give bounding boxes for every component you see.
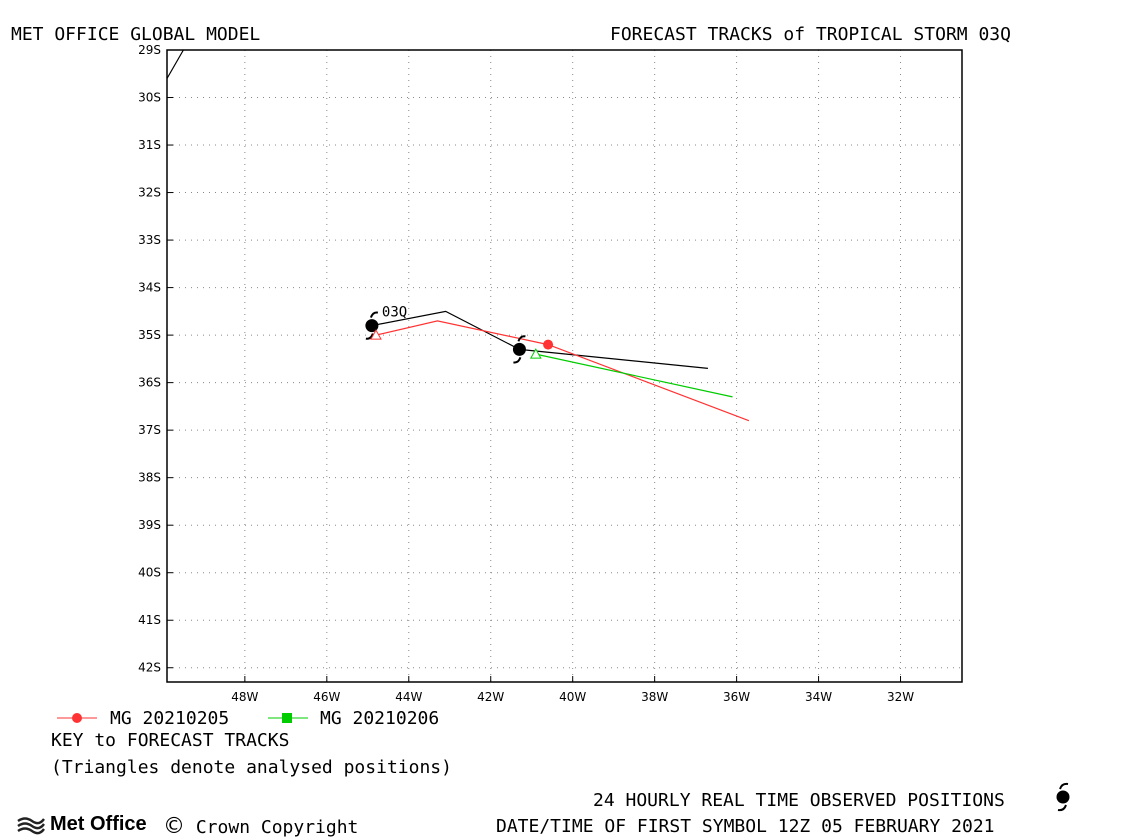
analysed-position-triangle bbox=[529, 348, 542, 359]
y-tick-label: 31S bbox=[138, 138, 161, 152]
header-left-title: MET OFFICE GLOBAL MODEL bbox=[11, 24, 261, 45]
plot-frame bbox=[166, 49, 963, 683]
track-line-observed bbox=[371, 310, 708, 369]
x-tick-label: 46W bbox=[313, 690, 340, 704]
storm-symbol-arm bbox=[513, 357, 522, 364]
legend-red-label: MG 20210205 bbox=[110, 708, 230, 729]
y-tick-label: 32S bbox=[138, 186, 161, 200]
x-tick-label: 44W bbox=[395, 690, 422, 704]
x-tick-label: 42W bbox=[477, 690, 504, 704]
legend-green-label: MG 20210206 bbox=[320, 708, 440, 729]
storm-symbol-core bbox=[365, 319, 379, 333]
coastline-segment bbox=[166, 49, 184, 79]
y-tick-label: 41S bbox=[138, 613, 161, 627]
copyright-label: Crown Copyright bbox=[195, 817, 359, 838]
x-tick-label: 48W bbox=[231, 690, 258, 704]
y-tick-label: 30S bbox=[138, 91, 161, 105]
y-tick-label: 37S bbox=[138, 423, 161, 437]
analysed-position-triangle bbox=[370, 329, 382, 340]
y-tick-label: 40S bbox=[138, 566, 161, 580]
track-line-mg-20210205 bbox=[375, 320, 750, 422]
observed-storm-symbol bbox=[512, 335, 526, 364]
track-line-mg-20210206 bbox=[535, 353, 733, 398]
datetime-note: DATE/TIME OF FIRST SYMBOL 12Z 05 FEBRUAR… bbox=[496, 816, 995, 837]
grid-lines bbox=[167, 49, 962, 682]
x-tick-label: 38W bbox=[641, 690, 668, 704]
logo-text: Met Office bbox=[50, 813, 147, 835]
y-tick-label: 39S bbox=[138, 518, 161, 532]
y-tick-label: 29S bbox=[138, 43, 161, 57]
x-tick-label: 36W bbox=[723, 690, 750, 704]
x-tick-label: 34W bbox=[805, 690, 832, 704]
y-tick-label: 42S bbox=[138, 661, 161, 675]
legend-green-swatch bbox=[268, 713, 308, 723]
y-tick-label: 33S bbox=[138, 233, 161, 247]
tracks bbox=[371, 310, 750, 422]
storm-symbol-arm bbox=[517, 335, 526, 342]
met-office-logo: Met Office bbox=[16, 813, 147, 836]
y-tick-label: 36S bbox=[138, 376, 161, 390]
copyright-symbol: © bbox=[163, 814, 185, 839]
storm-label: 03Q bbox=[382, 305, 407, 321]
storm-symbol-core bbox=[512, 342, 526, 356]
header-right-title: FORECAST TRACKS of TROPICAL STORM 03Q bbox=[610, 24, 1011, 45]
legend-note: (Triangles denote analysed positions) bbox=[51, 757, 452, 778]
y-tick-label: 35S bbox=[138, 328, 161, 342]
copyright-text: © Crown Copyright bbox=[163, 814, 359, 839]
legend-red-swatch bbox=[57, 713, 97, 723]
axis-ticks: 48W 46W 44W 42W 40W 38W 36W 34W 32W 29S 30S 31S 32S 3… bbox=[138, 43, 914, 704]
coastline bbox=[166, 49, 184, 79]
y-tick-label: 34S bbox=[138, 281, 161, 295]
y-tick-label: 38S bbox=[138, 471, 161, 485]
track-symbols bbox=[365, 311, 554, 364]
observed-symbol-icon bbox=[1056, 782, 1070, 812]
observed-note: 24 HOURLY REAL TIME OBSERVED POSITIONS bbox=[593, 790, 1005, 811]
observed-storm-symbol bbox=[365, 311, 379, 340]
met-office-waves-icon bbox=[17, 816, 45, 834]
legend-key-title: KEY to FORECAST TRACKS bbox=[51, 730, 290, 751]
storm-symbol-arm bbox=[369, 311, 379, 318]
storm-symbol-arm bbox=[365, 333, 374, 340]
forecast-position-marker bbox=[543, 339, 554, 350]
x-tick-label: 40W bbox=[559, 690, 586, 704]
x-tick-label: 32W bbox=[887, 690, 914, 704]
